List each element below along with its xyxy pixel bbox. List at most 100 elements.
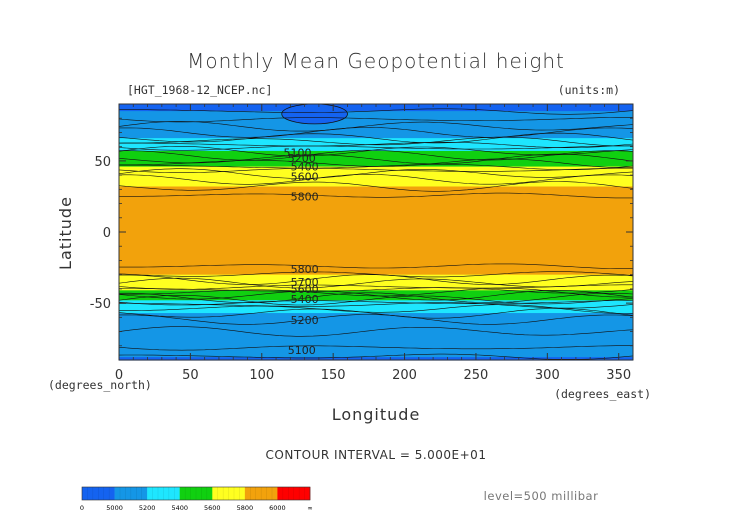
contour-line (119, 127, 634, 138)
band-cell (119, 216, 633, 219)
band-cell (119, 253, 633, 256)
band-cell (119, 152, 633, 155)
contour-label: 5800 (291, 190, 319, 203)
colorbar-swatch (212, 487, 246, 500)
contour-label: 5600 (291, 283, 319, 296)
colorbar-tick-label: 5000 (106, 504, 123, 512)
y-unit-label: (degrees_north) (48, 378, 152, 392)
band-cell (119, 168, 633, 171)
band-cell (119, 212, 633, 215)
band-cell (119, 276, 633, 279)
band-cell (119, 176, 633, 179)
contour-line (118, 287, 634, 294)
colorbar-frame (81, 486, 311, 501)
band-cell (119, 332, 633, 335)
contour-line (118, 149, 634, 161)
band-cell (119, 213, 633, 216)
colorbar-tick-label: 5600 (204, 504, 221, 512)
y-tick-label: -50 (90, 297, 111, 312)
band-cell (119, 335, 633, 338)
band-cell (119, 222, 633, 225)
band-cell (119, 146, 633, 149)
band-cell (119, 136, 633, 139)
band-cell (119, 131, 633, 134)
band-cell (119, 138, 633, 141)
band-cell (119, 303, 633, 306)
band-cell (119, 257, 633, 260)
band-cell (119, 281, 633, 284)
band-cell (119, 217, 633, 220)
contour-line (118, 167, 633, 173)
contour-label: 5400 (291, 161, 319, 174)
band-cell (119, 352, 633, 355)
band-cell (119, 122, 633, 125)
band-cell (119, 256, 633, 259)
band-cell (119, 277, 633, 280)
band-cell (119, 106, 633, 109)
band-cell (119, 310, 633, 313)
colorbar-swatch (82, 487, 115, 500)
band-cell (119, 113, 633, 116)
band-cell (119, 334, 633, 337)
x-tick-label: 100 (249, 368, 274, 383)
band-cell (119, 197, 633, 200)
band-cell (119, 267, 633, 270)
band-cell (119, 186, 633, 189)
band-cell (119, 268, 633, 271)
band-cell (119, 260, 633, 263)
contour-line (119, 304, 634, 314)
band-cell (119, 250, 633, 253)
band-cell (119, 264, 633, 267)
band-cell (119, 341, 633, 344)
band-cell (119, 119, 633, 122)
x-axis-label: Longitude (332, 405, 421, 424)
band-cell (119, 317, 633, 320)
contour-line (118, 308, 634, 319)
band-cell (119, 133, 633, 136)
contour-line (118, 292, 634, 303)
band-cell (119, 342, 633, 345)
band-cell (119, 195, 633, 198)
band-cell (119, 193, 633, 196)
band-cell (119, 125, 633, 128)
contour-label: 5400 (291, 293, 319, 306)
contour-line (119, 314, 634, 325)
x-tick-label: 250 (464, 368, 489, 383)
band-cell (119, 304, 633, 307)
band-cell (119, 286, 633, 289)
band-cell (119, 244, 633, 247)
band-cell (119, 189, 633, 192)
band-cell (119, 355, 633, 358)
band-cell (119, 340, 633, 343)
band-cell (119, 132, 633, 135)
band-cell (119, 223, 633, 226)
band-cell (119, 148, 633, 151)
contour-lines (118, 108, 634, 360)
band-cell (119, 203, 633, 206)
band-cell (119, 271, 633, 274)
band-cell (119, 296, 633, 299)
band-cell (119, 323, 633, 326)
band-cell (119, 227, 633, 230)
contour-label: 5100 (283, 146, 311, 159)
band-cell (119, 169, 633, 172)
band-cell (119, 187, 633, 190)
band-cell (119, 307, 633, 310)
band-cell (119, 287, 633, 290)
band-cell (119, 150, 633, 153)
band-cell (119, 300, 633, 303)
band-cell (119, 311, 633, 314)
colorbar-swatch (147, 487, 181, 500)
y-axis-label: Latitude (56, 196, 75, 270)
band-cell (119, 180, 633, 183)
band-cell (119, 350, 633, 353)
band-cell (119, 166, 633, 169)
colorbar: 0 5000 5200 5400 5600 5800 6000 ∞ (80, 486, 313, 512)
band-cell (119, 140, 633, 143)
band-cell (119, 129, 633, 132)
band-cell (119, 330, 633, 333)
band-cell (119, 183, 633, 186)
band-cell (119, 207, 633, 210)
band-cell (119, 159, 633, 162)
band-cell (119, 347, 633, 350)
